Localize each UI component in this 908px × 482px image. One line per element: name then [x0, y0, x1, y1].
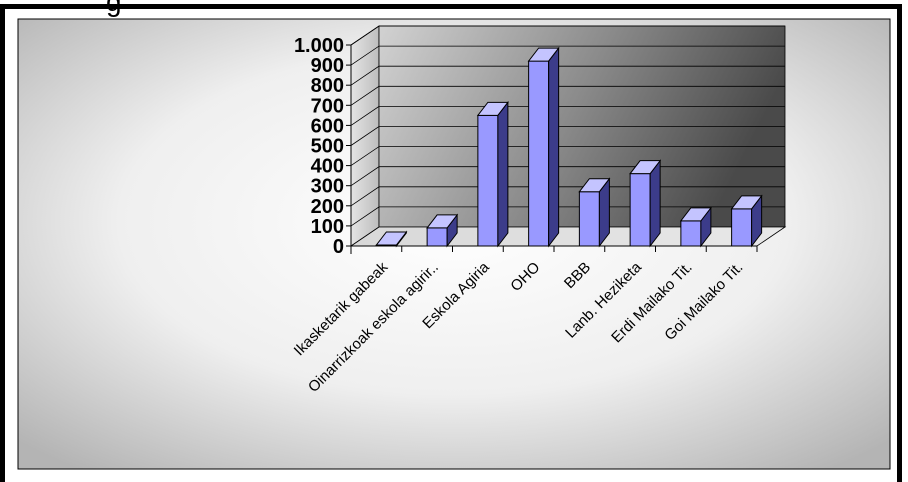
plot-walls — [349, 25, 787, 247]
bars — [375, 46, 763, 248]
y-tick-label: 0 — [333, 236, 344, 258]
bar-top — [578, 178, 611, 193]
bar-side — [497, 100, 509, 248]
outer-frame — [0, 4, 902, 482]
bar-top — [527, 47, 560, 62]
bar-front — [731, 208, 753, 247]
bar-top — [426, 214, 459, 229]
y-tick-label: 700 — [311, 95, 344, 117]
bar-top — [679, 207, 712, 222]
gridline — [350, 106, 785, 126]
y-tick-label: 500 — [311, 136, 344, 158]
floor — [349, 226, 787, 247]
bar-top — [375, 231, 408, 246]
bar — [527, 46, 560, 248]
bar — [679, 206, 712, 248]
y-tick-label: 300 — [311, 176, 344, 198]
bar — [375, 230, 408, 248]
y-tick-label: 200 — [311, 196, 344, 218]
bar-front — [629, 173, 651, 247]
bar — [629, 159, 662, 248]
bar — [730, 194, 763, 248]
y-tick-label: 900 — [311, 55, 344, 77]
bar-front — [477, 114, 499, 247]
bar — [426, 213, 459, 248]
bar-front — [680, 220, 702, 247]
bar — [476, 100, 509, 248]
y-tick-label: 600 — [311, 115, 344, 137]
bar-top — [476, 101, 509, 116]
bar-top — [730, 195, 763, 210]
gridline — [350, 25, 785, 46]
y-tick-label: 800 — [311, 75, 344, 97]
y-tick-label: 100 — [311, 216, 344, 238]
bar-side — [649, 159, 661, 248]
gridline — [350, 146, 785, 166]
bar — [578, 177, 611, 248]
gridline — [350, 126, 785, 146]
bar-front — [426, 227, 448, 247]
gridline — [350, 65, 785, 86]
bar-front — [578, 191, 600, 247]
bar-front — [528, 60, 550, 247]
gridline — [350, 45, 785, 66]
y-tick-label: 400 — [311, 156, 344, 178]
y-tick-label: 1.000 — [294, 35, 344, 57]
bar-side — [548, 46, 560, 248]
bar-top — [629, 160, 662, 175]
gridline — [350, 85, 785, 106]
